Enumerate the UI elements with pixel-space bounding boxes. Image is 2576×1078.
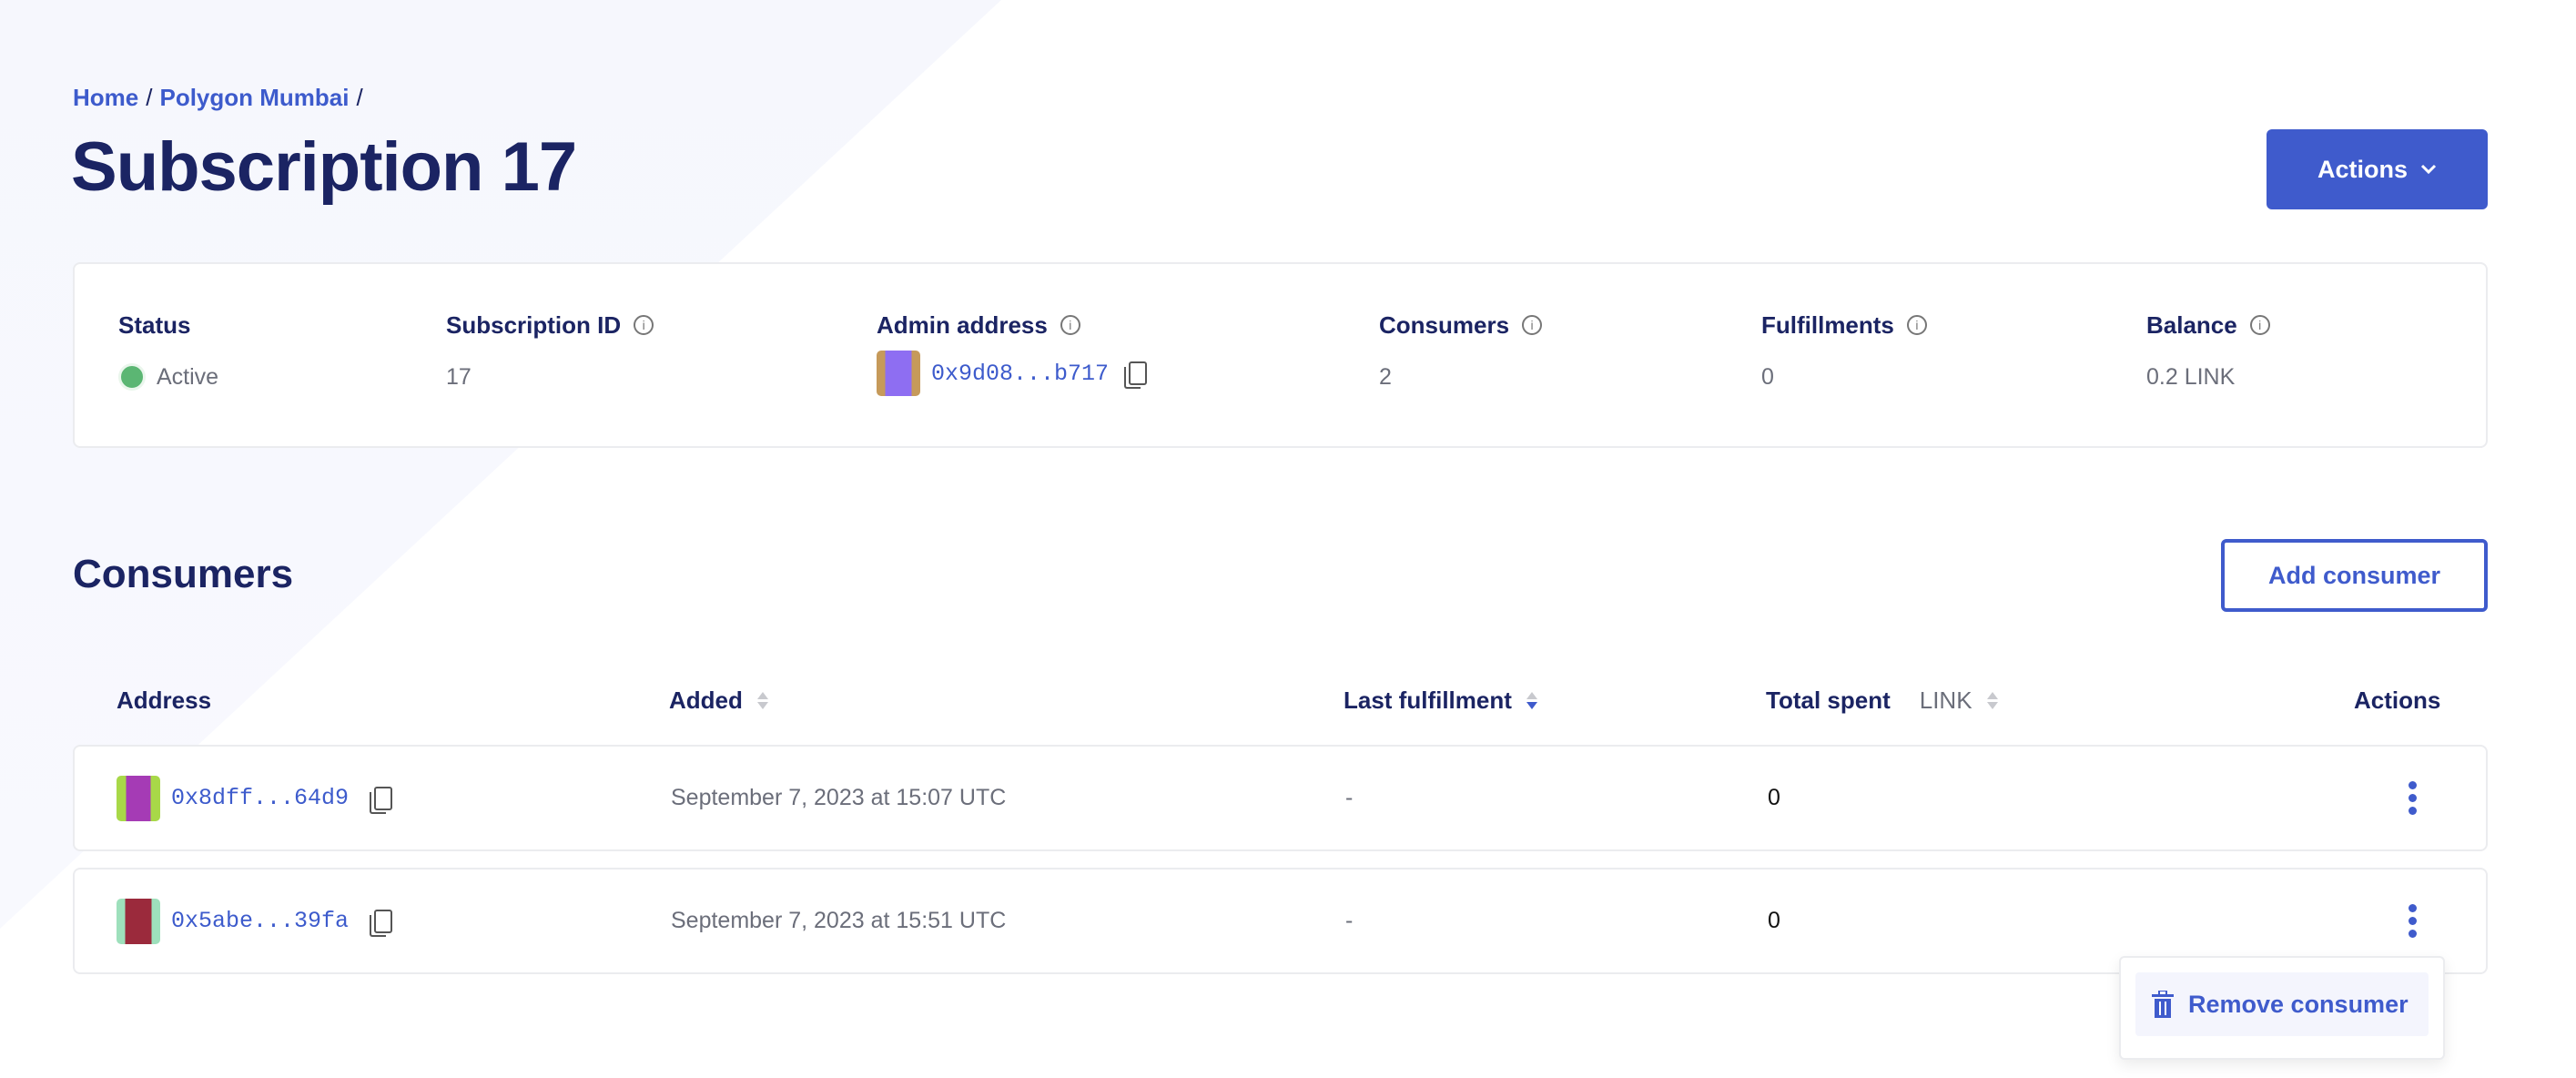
info-icon[interactable]: i [634, 315, 654, 335]
subscription-id-value: 17 [446, 363, 472, 390]
add-consumer-button[interactable]: Add consumer [2221, 539, 2488, 612]
avatar [877, 351, 920, 396]
added-cell: September 7, 2023 at 15:07 UTC [671, 785, 1007, 810]
breadcrumb-home[interactable]: Home [73, 84, 139, 111]
consumers-label: Consumers [1379, 310, 1510, 339]
info-icon[interactable]: i [2249, 315, 2270, 335]
column-header-last-fulfillment[interactable]: Last fulfillment [1344, 685, 1537, 716]
column-header-actions: Actions [2354, 685, 2440, 716]
sort-icon[interactable] [1986, 691, 1998, 709]
trash-icon [2152, 991, 2174, 1018]
avatar [117, 775, 160, 821]
column-label: Address [117, 686, 212, 714]
remove-consumer-menu-item[interactable]: Remove consumer [2135, 972, 2429, 1036]
added-cell: September 7, 2023 at 15:51 UTC [671, 908, 1007, 933]
admin-address-link[interactable]: 0x9d08...b717 [931, 360, 1110, 387]
column-label: Added [669, 686, 743, 714]
more-options-icon[interactable] [2405, 778, 2420, 819]
total-spent-cell: 0 [1768, 785, 1780, 810]
last-fulfillment-cell: - [1345, 908, 1354, 933]
breadcrumb: Home / Polygon Mumbai / [73, 84, 370, 112]
page-title: Subscription 17 [71, 128, 577, 206]
breadcrumb-separator: / [146, 84, 153, 111]
consumers-value: 2 [1379, 363, 1392, 390]
copy-icon[interactable] [1124, 361, 1148, 389]
fulfillments-label: Fulfillments [1761, 310, 1894, 339]
column-label: Total spent [1766, 686, 1891, 714]
subscription-id-label: Subscription ID [446, 310, 622, 339]
breadcrumb-polygon-mumbai[interactable]: Polygon Mumbai [159, 84, 350, 111]
column-header-added[interactable]: Added [669, 685, 768, 716]
chevron-down-icon [2420, 164, 2437, 175]
avatar [117, 898, 160, 944]
consumers-stat: Consumers i 2 [1379, 310, 1543, 393]
admin-address-label: Admin address [877, 310, 1048, 339]
last-fulfillment-cell: - [1345, 785, 1354, 810]
subscription-summary-card: Status Active Subscription ID i 17 Admin … [73, 262, 2488, 448]
info-icon[interactable]: i [1522, 315, 1543, 335]
admin-address-stat: Admin address i 0x9d08...b717 [877, 310, 1148, 396]
table-row: 0x5abe...39fa September 7, 2023 at 15:51… [73, 868, 2488, 974]
copy-icon[interactable] [370, 786, 393, 814]
subscription-id-stat: Subscription ID i 17 [446, 310, 654, 393]
status-label: Status [118, 310, 191, 339]
consumers-heading: Consumers [73, 552, 294, 596]
fulfillments-value: 0 [1761, 363, 1774, 390]
table-row: 0x8dff...64d9 September 7, 2023 at 15:07… [73, 745, 2488, 851]
info-icon[interactable]: i [1906, 315, 1927, 335]
balance-label: Balance [2146, 310, 2237, 339]
actions-button-label: Actions [2317, 155, 2408, 183]
column-header-address: Address [117, 685, 211, 716]
status-dot-icon [118, 363, 146, 391]
consumer-address-link[interactable]: 0x8dff...64d9 [171, 785, 350, 811]
sort-icon[interactable] [756, 691, 768, 709]
column-unit: LINK [1919, 686, 1973, 714]
status-badge: Active [157, 363, 219, 390]
fulfillments-stat: Fulfillments i 0 [1761, 310, 1927, 393]
balance-value: 0.2 LINK [2146, 363, 2236, 390]
copy-icon[interactable] [370, 909, 393, 937]
info-icon[interactable]: i [1060, 315, 1080, 335]
status-stat: Status Active [118, 310, 218, 393]
column-label: Actions [2354, 686, 2441, 714]
breadcrumb-separator: / [356, 84, 363, 111]
remove-consumer-label: Remove consumer [2188, 990, 2409, 1018]
actions-button[interactable]: Actions [2267, 129, 2488, 209]
column-header-total-spent[interactable]: Total spent LINK [1766, 685, 1998, 716]
column-label: Last fulfillment [1344, 686, 1512, 714]
balance-stat: Balance i 0.2 LINK [2146, 310, 2270, 393]
more-options-icon[interactable] [2405, 900, 2420, 941]
sort-desc-icon[interactable] [1526, 691, 1537, 709]
total-spent-cell: 0 [1768, 908, 1780, 933]
row-actions-menu: Remove consumer [2119, 956, 2445, 1060]
consumer-address-link[interactable]: 0x5abe...39fa [171, 908, 350, 934]
